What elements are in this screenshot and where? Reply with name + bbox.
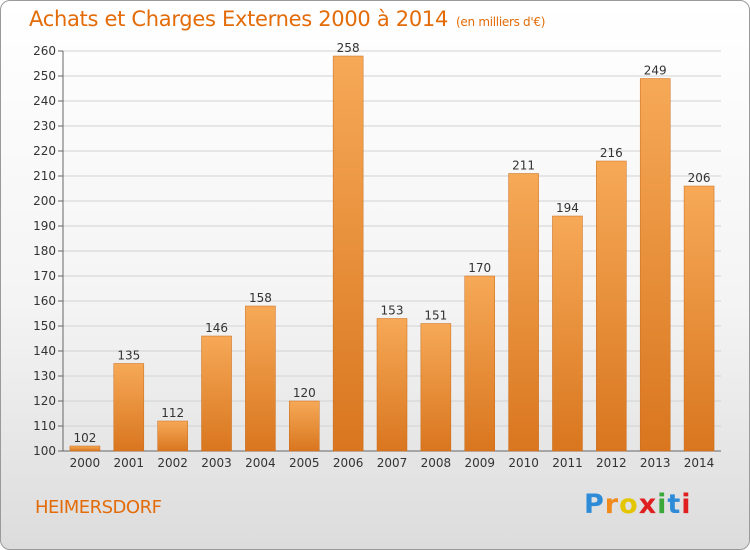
- chart-subtitle: (en milliers d'€): [456, 15, 546, 29]
- bar: [245, 305, 276, 452]
- x-tick-label: 2005: [289, 456, 320, 470]
- x-tick-label: 2001: [114, 456, 145, 470]
- x-tick-label: 2012: [596, 456, 627, 470]
- x-tick-label: 2007: [377, 456, 408, 470]
- x-tick-label: 2000: [70, 456, 101, 470]
- bar: [420, 323, 452, 452]
- y-tick-label: 200: [33, 194, 56, 208]
- commune-name: HEIMERSDORF: [35, 497, 162, 518]
- y-tick-label: 220: [33, 144, 56, 158]
- x-tick-label: 2002: [157, 456, 188, 470]
- logo-letter: i: [681, 489, 692, 520]
- bar: [464, 275, 495, 452]
- y-tick-label: 180: [33, 244, 56, 258]
- data-label: 249: [644, 64, 667, 78]
- x-tick-label: 2008: [421, 456, 452, 470]
- data-label: 151: [424, 309, 447, 323]
- bar: [113, 363, 145, 452]
- data-label: 194: [556, 201, 579, 215]
- data-label: 258: [337, 41, 360, 55]
- y-tick-label: 250: [33, 69, 56, 83]
- data-label: 206: [688, 171, 711, 185]
- y-tick-label: 110: [33, 419, 56, 433]
- bar: [201, 335, 232, 452]
- bar: [376, 318, 408, 452]
- y-tick-label: 150: [33, 319, 56, 333]
- bar: [552, 215, 583, 452]
- bar: [69, 445, 101, 452]
- x-tick-label: 2014: [684, 456, 715, 470]
- logo-letter: i: [657, 489, 668, 520]
- x-tick-label: 2003: [201, 456, 232, 470]
- data-label: 158: [249, 291, 272, 305]
- y-tick-label: 260: [33, 44, 56, 58]
- x-tick-label: 2013: [640, 456, 671, 470]
- x-tick-label: 2006: [333, 456, 364, 470]
- chart-title: Achats et Charges Externes 2000 à 2014 (e…: [29, 7, 545, 31]
- data-label: 102: [73, 431, 96, 445]
- x-tick-label: 2010: [508, 456, 539, 470]
- y-tick-label: 170: [33, 269, 56, 283]
- y-tick-label: 240: [33, 94, 56, 108]
- data-label: 153: [381, 304, 404, 318]
- y-tick-label: 130: [33, 369, 56, 383]
- data-label: 146: [205, 321, 228, 335]
- data-label: 216: [600, 146, 623, 160]
- data-label: 170: [468, 261, 491, 275]
- logo-letter: r: [604, 489, 620, 520]
- data-label: 135: [117, 349, 140, 363]
- logo-letter: t: [667, 489, 682, 520]
- bar: [289, 400, 320, 452]
- bar: [596, 160, 627, 452]
- x-tick-label: 2009: [464, 456, 495, 470]
- data-label: 120: [293, 386, 316, 400]
- y-tick-label: 120: [33, 394, 56, 408]
- y-tick-label: 210: [33, 169, 56, 183]
- logo-letter: o: [619, 489, 639, 520]
- chart-title-text: Achats et Charges Externes 2000 à 2014: [29, 7, 449, 31]
- y-tick-label: 190: [33, 219, 56, 233]
- x-tick-label: 2011: [552, 456, 583, 470]
- y-tick-label: 230: [33, 119, 56, 133]
- proxiti-logo: Proxiti: [584, 489, 692, 520]
- x-tick-label: 2004: [245, 456, 276, 470]
- y-tick-label: 160: [33, 294, 56, 308]
- logo-letter: x: [638, 489, 658, 520]
- y-tick-label: 140: [33, 344, 56, 358]
- bar: [683, 185, 715, 452]
- bar: [332, 55, 364, 452]
- bar: [157, 420, 188, 452]
- bar: [508, 173, 539, 452]
- logo-letter: P: [584, 489, 605, 520]
- bar: [639, 78, 671, 452]
- data-label: 211: [512, 159, 535, 173]
- data-label: 112: [161, 406, 184, 420]
- y-tick-label: 100: [33, 444, 56, 458]
